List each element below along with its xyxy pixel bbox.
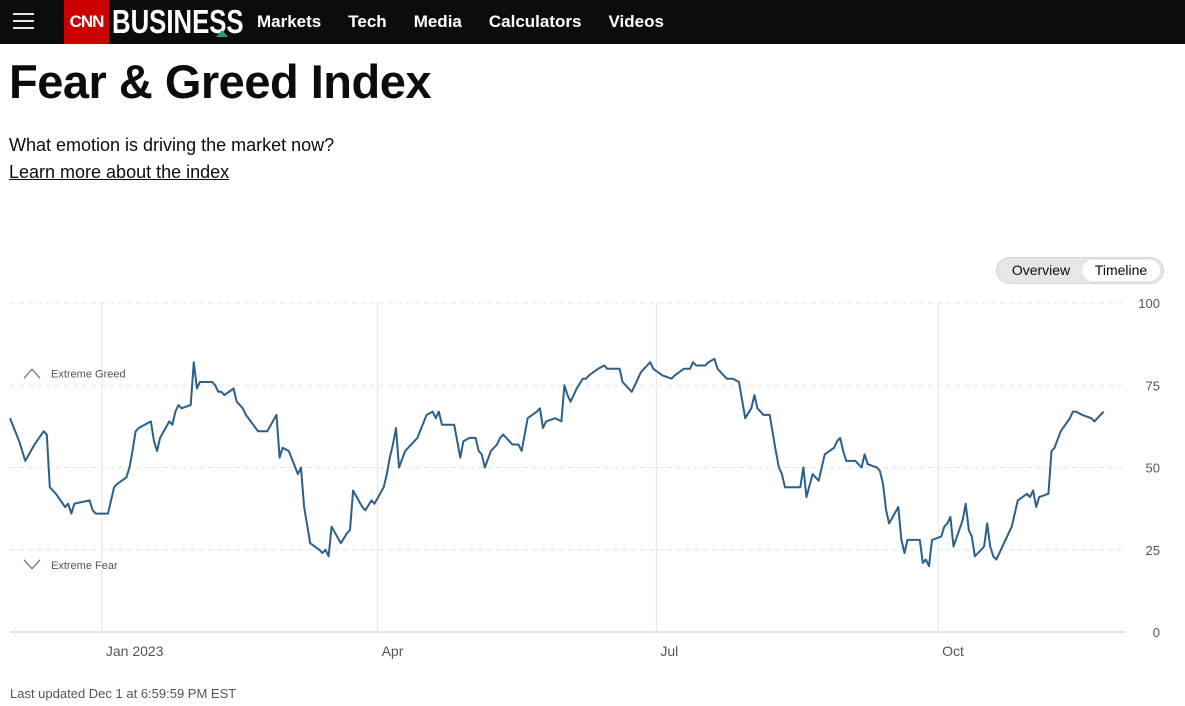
toggle-timeline[interactable]: Timeline xyxy=(1082,260,1160,281)
hamburger-menu-icon[interactable] xyxy=(13,11,35,31)
toggle-overview[interactable]: Overview xyxy=(1011,262,1071,278)
extreme-fear-label: Extreme Fear xyxy=(51,560,118,572)
cnn-logo[interactable]: CNN xyxy=(64,0,109,44)
fear-greed-timeline-chart: Extreme Greed Extreme Fear 0 25 50 75 100 Jan… xyxy=(9,296,1160,659)
extreme-fear-chevron-down-icon xyxy=(23,559,41,570)
page-title: Fear & Greed Index xyxy=(9,55,432,108)
page-subtitle: What emotion is driving the market now? xyxy=(9,135,335,155)
y-tick-label: 50 xyxy=(1146,461,1160,476)
y-tick-label: 100 xyxy=(1138,296,1160,311)
x-tick-label: Jul xyxy=(660,643,678,659)
nav-calculators[interactable]: Calculators xyxy=(488,12,582,31)
chart-grid xyxy=(10,302,1125,633)
index-series-line xyxy=(9,357,1105,568)
chart-y-ticks: 0 25 50 75 100 xyxy=(1138,296,1160,640)
nav-tech[interactable]: Tech xyxy=(348,12,387,31)
nav-videos[interactable]: Videos xyxy=(608,12,664,31)
extreme-greed-label: Extreme Greed xyxy=(51,368,126,380)
learn-more-link[interactable]: Learn more about the index xyxy=(9,162,230,182)
main-nav: Markets Tech Media Calculators Videos xyxy=(257,0,691,44)
extreme-greed-chevron-up-icon xyxy=(23,368,41,379)
nav-media[interactable]: Media xyxy=(413,12,462,31)
x-tick-label: Oct xyxy=(942,643,964,659)
y-tick-label: 75 xyxy=(1146,378,1160,393)
x-tick-label: Jan 2023 xyxy=(106,643,164,659)
x-tick-label: Apr xyxy=(382,643,404,659)
logo-triangle-icon xyxy=(216,30,228,37)
last-updated-text: Last updated Dec 1 at 6:59:59 PM EST xyxy=(10,686,237,701)
y-tick-label: 0 xyxy=(1153,625,1160,640)
nav-markets[interactable]: Markets xyxy=(257,12,322,31)
y-tick-label: 25 xyxy=(1146,543,1160,558)
top-navigation-bar: CNN BUSINESS Markets Tech Media Calculat… xyxy=(0,0,1185,44)
view-toggle: Overview Timeline xyxy=(996,257,1164,284)
chart-x-ticks: Jan 2023 Apr Jul Oct xyxy=(106,643,964,659)
chart-annotations: Extreme Greed Extreme Fear xyxy=(23,368,126,572)
